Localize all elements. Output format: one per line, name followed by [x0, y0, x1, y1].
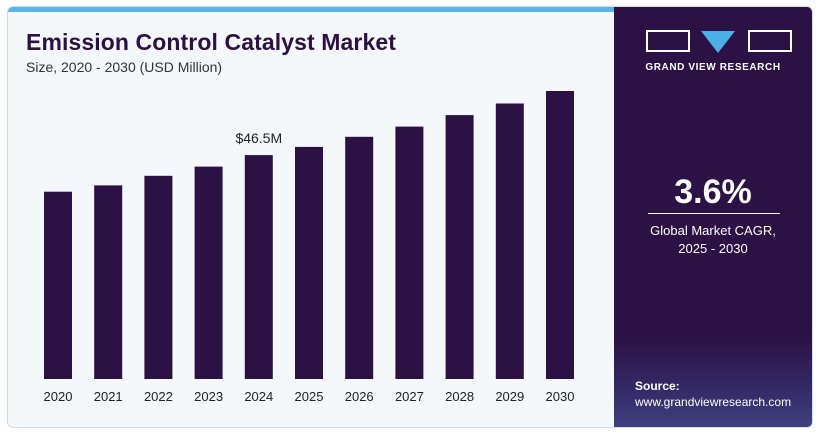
bar-2030 [546, 91, 574, 379]
grand-view-research-logo-icon [646, 30, 792, 54]
logo-left-box [646, 30, 690, 52]
x-tick-label-2025: 2025 [295, 389, 324, 404]
panel-glow [614, 337, 812, 427]
cagr-value: 3.6% [674, 173, 752, 211]
x-tick-label-2028: 2028 [445, 389, 474, 404]
x-tick-label-2030: 2030 [546, 389, 575, 404]
x-tick-label-2023: 2023 [194, 389, 223, 404]
x-tick-label-2027: 2027 [395, 389, 424, 404]
bar-2020 [44, 191, 72, 379]
accent-bar [8, 7, 614, 12]
bar-2025 [295, 146, 323, 379]
info-panel: GRAND VIEW RESEARCH 3.6% Global Market C… [614, 7, 812, 427]
data-label-2024: $46.5M [235, 130, 282, 146]
logo-right-box [748, 30, 792, 52]
x-tick-label-2026: 2026 [345, 389, 374, 404]
x-tick-label-2022: 2022 [144, 389, 173, 404]
cagr-divider [648, 213, 780, 214]
chart-card: Emission Control Catalyst Market Size, 2… [7, 6, 813, 428]
cagr-label: Global Market CAGR, 2025 - 2030 [614, 222, 812, 258]
bar-2026 [345, 136, 374, 379]
bar-2022 [144, 175, 173, 379]
bar-2024 [244, 155, 273, 379]
chart-title: Emission Control Catalyst Market [26, 29, 397, 55]
bar-2023 [194, 166, 223, 379]
x-tick-label-2021: 2021 [94, 389, 123, 404]
logo-v-shape [701, 31, 735, 53]
cagr-label-line1: Global Market CAGR, [650, 223, 776, 238]
bar-chart: 2020 2021 2022 2023 2024 2025 2026 2027 2028 2029… [44, 91, 575, 404]
x-tick-label-2029: 2029 [495, 389, 524, 404]
logo-text: GRAND VIEW RESEARCH [645, 62, 781, 73]
bar-2021 [94, 185, 123, 379]
chart-subtitle: Size, 2020 - 2030 (USD Million) [26, 59, 223, 75]
x-tick-label-2020: 2020 [44, 389, 73, 404]
bar-2028 [445, 115, 474, 379]
bar-2029 [495, 103, 524, 379]
bar-2027 [395, 126, 424, 379]
x-tick-label-2024: 2024 [244, 389, 273, 404]
source-url: www.grandviewresearch.com [635, 395, 792, 409]
cagr-label-line2: 2025 - 2030 [678, 241, 748, 256]
source-label: Source: [635, 379, 680, 393]
